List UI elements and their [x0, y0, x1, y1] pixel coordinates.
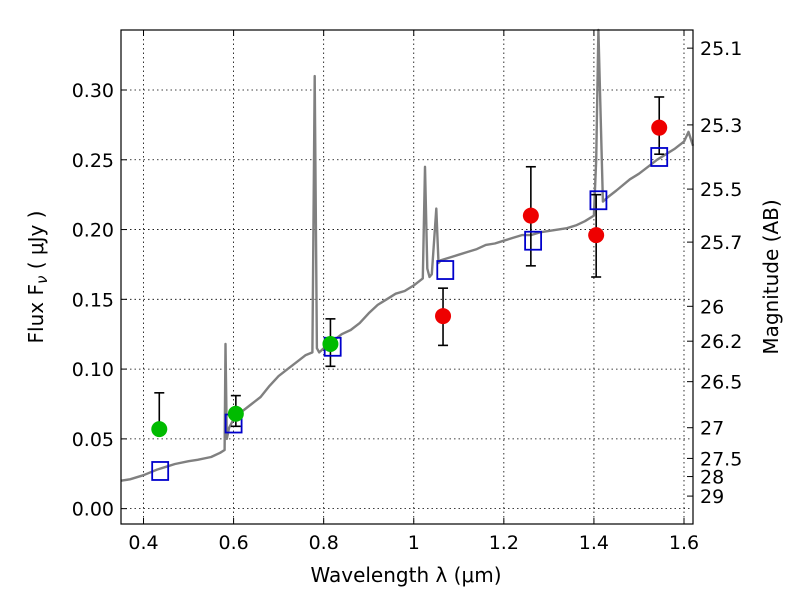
data-point	[227, 405, 244, 422]
grid	[121, 30, 693, 524]
data-point	[522, 207, 539, 224]
data-point	[151, 421, 168, 438]
y2-tick-label: 27	[700, 418, 724, 440]
data-point	[588, 227, 605, 244]
y-tick-label: 0.15	[72, 289, 114, 311]
data-point	[435, 308, 452, 325]
spectrum-line	[120, 28, 695, 482]
y2-tick-label: 25.3	[700, 115, 742, 137]
y2-tick-label: 26	[700, 296, 724, 318]
model-box	[436, 260, 455, 280]
model-box	[524, 230, 543, 251]
y-tick-label: 0.05	[72, 429, 114, 451]
data-point	[651, 119, 668, 136]
spectrum-layer	[120, 28, 695, 482]
x-axis-label: Wavelength λ (μm)	[310, 563, 501, 587]
y-tick-label: 0.20	[72, 220, 114, 242]
y-tick-label: 0.00	[72, 499, 114, 521]
y2-tick-label: 25.5	[700, 179, 742, 201]
x-tick-label: 1.6	[669, 532, 699, 554]
model-box	[589, 190, 608, 211]
model-box-layer	[151, 147, 669, 481]
y2-tick-label: 26.2	[700, 331, 742, 353]
y-axis: 0.00 0.05 0.10 0.15 0.20 0.25 0.30	[72, 80, 127, 521]
y-tick-label: 0.25	[72, 150, 114, 172]
y2-tick-label: 25.7	[700, 232, 742, 254]
photometry-layer	[151, 119, 668, 438]
y2-tick-label: 28	[700, 467, 724, 489]
x-tick-label: 1	[408, 532, 420, 554]
x-tick-label: 0.8	[309, 532, 339, 554]
x-tick-label: 1.2	[489, 532, 519, 554]
model-box	[151, 461, 170, 481]
y2-tick-label: 27.5	[700, 448, 742, 470]
y2-tick-label: 25.1	[700, 38, 742, 60]
y-tick-label: 0.30	[72, 80, 114, 102]
y2-tick-label: 26.5	[700, 372, 742, 394]
x-tick-label: 0.6	[218, 532, 248, 554]
plot-frame	[120, 29, 694, 525]
errorbar-layer	[154, 96, 665, 430]
y2-axis-label: Magnitude (AB)	[759, 199, 783, 354]
y2-tick-label: 29	[700, 486, 724, 508]
data-point	[322, 335, 339, 352]
x-tick-label: 0.4	[128, 532, 158, 554]
y-tick-label: 0.10	[72, 359, 114, 381]
x-axis: 0.4 0.6 0.8 1 1.2 1.4 1.6	[128, 30, 699, 554]
y-axis-label: Flux Fν ( μJy )	[24, 211, 51, 344]
model-box	[650, 147, 669, 167]
x-tick-label: 1.4	[579, 532, 609, 554]
